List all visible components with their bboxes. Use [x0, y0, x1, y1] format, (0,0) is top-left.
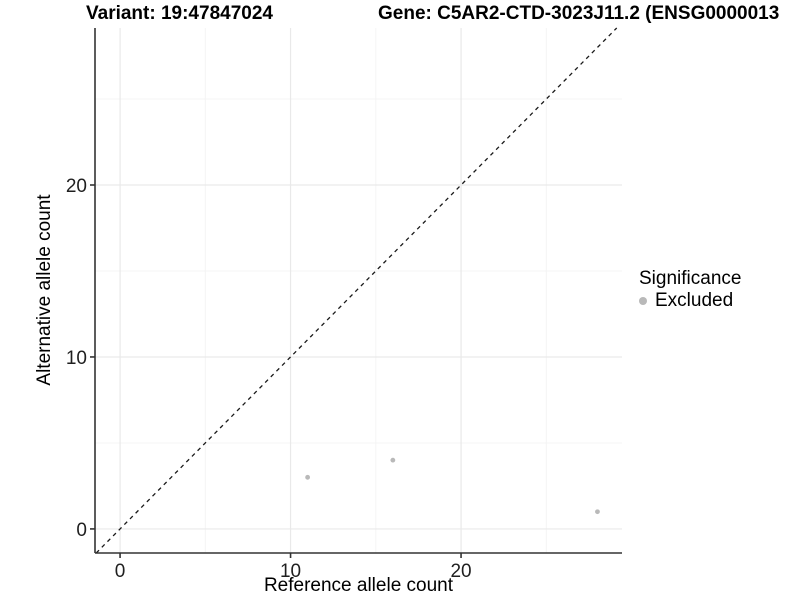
gene-title: Gene: C5AR2-CTD-3023J11.2 (ENSG0000013	[378, 3, 780, 24]
y-tick-label: 10	[66, 348, 87, 369]
legend-point-icon	[639, 297, 647, 305]
legend-title: Significance	[639, 268, 742, 289]
legend: Significance Excluded	[639, 268, 741, 312]
legend-item-excluded: Excluded	[639, 290, 741, 312]
x-axis-label: Reference allele count	[263, 575, 454, 596]
variant-title: Variant: 19:47847024	[86, 3, 273, 24]
y-tick-label: 20	[66, 176, 87, 197]
legend-item-label: Excluded	[655, 290, 734, 311]
x-tick-label: 10	[280, 561, 301, 582]
y-axis-label: Alternative allele count	[34, 194, 55, 386]
data-point	[390, 457, 396, 463]
y-tick-label: 0	[76, 520, 87, 541]
x-tick-label: 0	[115, 561, 126, 582]
data-point	[305, 474, 311, 480]
x-tick-label: 20	[450, 561, 471, 582]
identity-line	[95, 27, 618, 554]
data-point	[595, 509, 600, 515]
